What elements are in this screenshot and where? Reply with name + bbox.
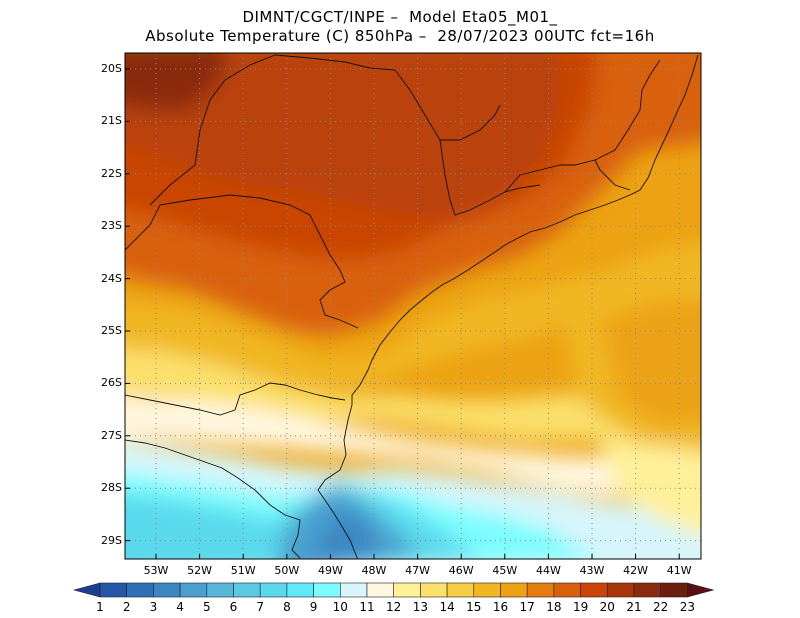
lon-label-43W: 43W <box>579 564 605 577</box>
colorbar-arrow-high <box>687 582 715 598</box>
colorbar-label: 18 <box>546 600 562 614</box>
colorbar-label: 6 <box>229 600 238 614</box>
colorbar-label: 5 <box>202 600 211 614</box>
borders <box>125 54 699 559</box>
graticule <box>125 53 701 559</box>
colorbar-label: 9 <box>309 600 318 614</box>
colorbar-label: 2 <box>122 600 131 614</box>
colorbar-label: 16 <box>492 600 509 614</box>
lon-label-53W: 53W <box>143 564 169 577</box>
lon-label-44W: 44W <box>535 564 561 577</box>
colorbar-label: 13 <box>412 600 429 614</box>
colorbar-label: 3 <box>149 600 158 614</box>
colorbar-label: 14 <box>439 600 455 614</box>
colorbar-swatch <box>526 582 555 598</box>
lon-label-49W: 49W <box>317 564 343 577</box>
colorbar-swatch <box>366 582 395 598</box>
colorbar-swatch <box>580 582 608 598</box>
colorbar-swatch <box>286 582 314 598</box>
colorbar-swatch <box>393 582 421 598</box>
lon-label-41W: 41W <box>666 564 692 577</box>
colorbar-swatch <box>153 582 181 598</box>
colorbar-swatch <box>606 582 635 598</box>
colorbar-label: 15 <box>466 600 482 614</box>
colorbar-swatch <box>339 582 368 598</box>
colorbar-swatch <box>313 582 341 598</box>
colorbar-label: 12 <box>386 600 402 614</box>
colorbar-swatch <box>420 582 448 598</box>
lon-label-51W: 51W <box>230 564 256 577</box>
colorbar-swatch <box>500 582 528 598</box>
colorbar-label: 11 <box>359 600 375 614</box>
lat-label-24S: 24S <box>101 271 122 285</box>
lat-label-27S: 27S <box>101 428 122 442</box>
colorbar-label: 1 <box>96 600 104 614</box>
colorbar-swatch <box>633 582 662 598</box>
lat-label-23S: 23S <box>101 219 122 233</box>
lat-label-21S: 21S <box>101 114 122 128</box>
lat-label-20S: 20S <box>101 62 122 75</box>
map-frame <box>124 52 702 560</box>
lon-label-48W: 48W <box>361 564 387 577</box>
title-line-2: Absolute Temperature (C) 850hPa – 28/07/… <box>145 27 655 45</box>
colorbar-label: 7 <box>256 600 264 614</box>
temperature-field <box>125 53 701 559</box>
lon-label-42W: 42W <box>623 564 649 577</box>
colorbar-label: 20 <box>599 600 615 614</box>
colorbar <box>72 582 715 598</box>
lat-label-29S: 29S <box>101 533 122 547</box>
colorbar-label: 21 <box>626 600 642 614</box>
lat-label-25S: 25S <box>101 324 122 337</box>
colorbar-label: 8 <box>283 600 291 614</box>
colorbar-label: 23 <box>679 600 696 614</box>
lat-label-28S: 28S <box>101 481 122 495</box>
colorbar-label: 19 <box>572 600 589 614</box>
colorbar-swatch <box>259 582 288 598</box>
lon-label-46W: 46W <box>448 564 474 577</box>
colorbar-swatch <box>233 582 261 598</box>
lat-label-26S: 26S <box>101 376 122 390</box>
title-line-1: DIMNT/CGCT/INPE – Model Eta05_M01_ <box>242 8 558 26</box>
colorbar-arrow-low <box>72 582 101 598</box>
colorbar-label: 17 <box>519 600 535 614</box>
colorbar-swatch <box>660 582 688 598</box>
colorbar-swatch <box>553 582 581 598</box>
colorbar-swatch <box>99 582 128 598</box>
colorbar-label: 22 <box>653 600 669 614</box>
colorbar-swatch <box>206 582 234 598</box>
colorbar-label: 4 <box>176 600 184 614</box>
lon-label-52W: 52W <box>187 564 213 577</box>
colorbar-swatch <box>126 582 154 598</box>
colorbar-swatch <box>179 582 208 598</box>
colorbar-swatch <box>446 582 475 598</box>
colorbar-label: 10 <box>332 600 348 614</box>
lon-label-47W: 47W <box>405 564 431 577</box>
lon-label-45W: 45W <box>492 564 518 577</box>
lon-label-50W: 50W <box>274 564 300 577</box>
colorbar-swatch <box>473 582 501 598</box>
lat-label-22S: 22S <box>101 166 122 180</box>
